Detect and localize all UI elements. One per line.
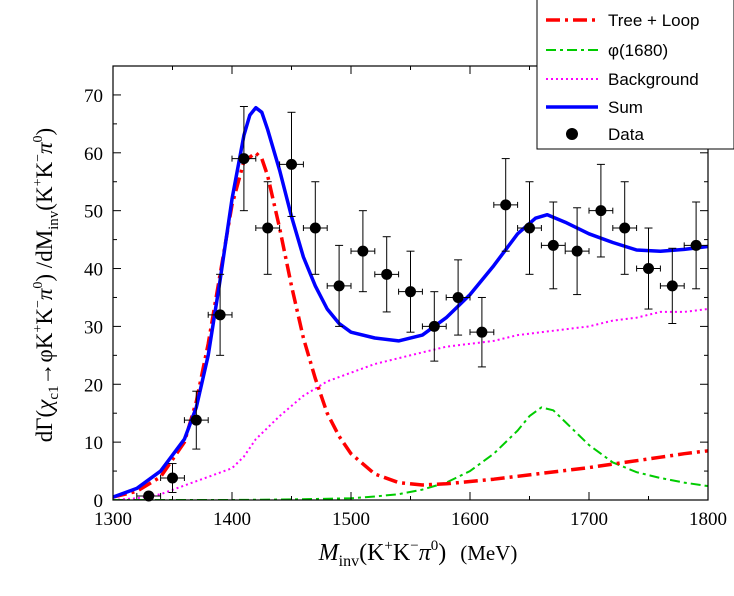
x-tick-label: 1600 xyxy=(451,509,489,530)
axes: 1300 1400 1500 1600 1700 1800 0 10 20 30 40 50 60 70 xyxy=(84,65,727,530)
data-point xyxy=(476,326,488,338)
data-point xyxy=(666,280,678,292)
x-tick-label: 1300 xyxy=(94,509,132,530)
y-tick-label: 10 xyxy=(84,433,103,454)
x-tick-label: 1400 xyxy=(213,509,251,530)
y-tick-label: 60 xyxy=(84,144,103,165)
data-point xyxy=(524,222,535,234)
x-axis-title: Minv(K+K−π0) (MeV) xyxy=(318,538,518,570)
y-tick-label: 50 xyxy=(84,202,103,223)
data-point xyxy=(286,158,297,170)
y-tick-label: 40 xyxy=(84,260,103,281)
data-point xyxy=(333,280,345,292)
data-point xyxy=(571,245,583,257)
data-point xyxy=(214,309,226,321)
y-tick-label: 20 xyxy=(84,375,103,396)
data-point xyxy=(500,199,512,211)
data-point xyxy=(595,205,607,217)
series-line-1680 xyxy=(113,406,708,500)
data-point xyxy=(619,222,631,234)
x-tick-label: 1700 xyxy=(570,509,608,530)
data-point xyxy=(643,263,654,275)
legend-label-background: Background xyxy=(608,70,699,89)
data-point xyxy=(262,222,274,234)
legend-label-data: Data xyxy=(608,125,644,144)
plot-series-group xyxy=(113,105,708,500)
data-point xyxy=(405,286,416,298)
data-point xyxy=(452,291,464,303)
x-tick-label: 1500 xyxy=(332,509,370,530)
data-point xyxy=(690,239,702,251)
data-point xyxy=(143,490,155,502)
data-point xyxy=(167,472,178,484)
y-tick-label: 70 xyxy=(84,86,103,107)
plot-area xyxy=(113,105,709,502)
data-point xyxy=(190,414,202,426)
y-tick-label: 0 xyxy=(94,491,104,512)
legend: Tree + Loop φ(1680) Background Sum Data xyxy=(536,0,734,150)
legend-frame xyxy=(536,0,734,150)
data-point xyxy=(238,153,250,165)
data-point xyxy=(547,239,559,251)
y-axis-title: dΓ(χc1→φK+K−π0) /dMinv(K+K−π0) xyxy=(31,128,62,442)
x-tick-label: 1800 xyxy=(689,509,727,530)
legend-label-phi1680: φ(1680) xyxy=(608,41,668,60)
data-point xyxy=(309,222,321,234)
data-point xyxy=(428,320,440,332)
series-line-tree-loop xyxy=(113,151,708,499)
legend-swatch-data xyxy=(566,128,578,140)
legend-label-sum: Sum xyxy=(608,98,643,117)
data-points-group xyxy=(136,106,709,502)
data-point xyxy=(381,268,393,280)
data-point xyxy=(357,245,369,257)
series-line-sum xyxy=(113,105,708,499)
legend-label-tree-loop: Tree + Loop xyxy=(608,11,700,30)
y-tick-label: 30 xyxy=(84,317,103,338)
